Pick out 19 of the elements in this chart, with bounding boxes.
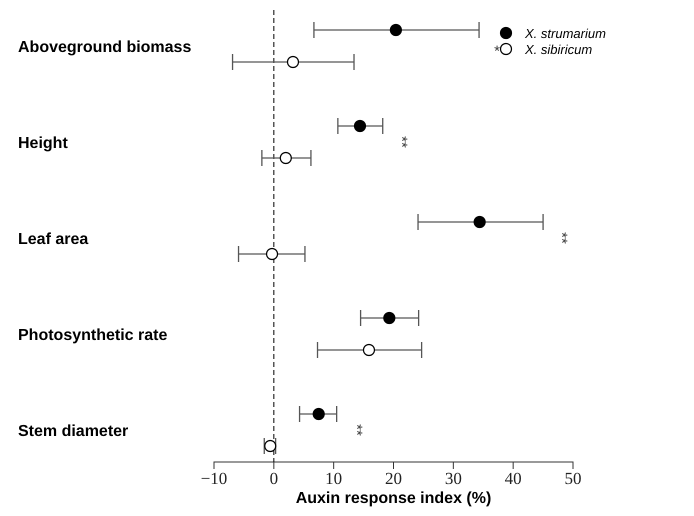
- x-tick-label: 40: [504, 469, 522, 488]
- y-tick-label: Photosynthetic rate: [18, 327, 168, 344]
- y-tick-label: Leaf area: [18, 231, 88, 248]
- x-tick-label: 50: [564, 469, 582, 488]
- legend-label: X. strumarium: [524, 26, 606, 41]
- y-tick-label: Height: [18, 135, 68, 152]
- y-tick-label: Stem diameter: [18, 423, 128, 440]
- x-tick-label: −10: [200, 469, 228, 488]
- x-tick-label: 10: [325, 469, 342, 488]
- x-tick-label: 30: [444, 469, 462, 488]
- annotation: *: [494, 43, 500, 60]
- x-tick-label: 20: [385, 469, 402, 488]
- x-axis-title: Auxin response index (%): [296, 490, 492, 507]
- annotation: **: [392, 136, 410, 148]
- legend-label: X. sibiricum: [524, 42, 592, 57]
- y-tick-label: Aboveground biomass: [18, 39, 192, 56]
- annotation: **: [348, 424, 365, 436]
- annotation: **: [552, 232, 570, 244]
- x-tick-label: 0: [270, 469, 278, 488]
